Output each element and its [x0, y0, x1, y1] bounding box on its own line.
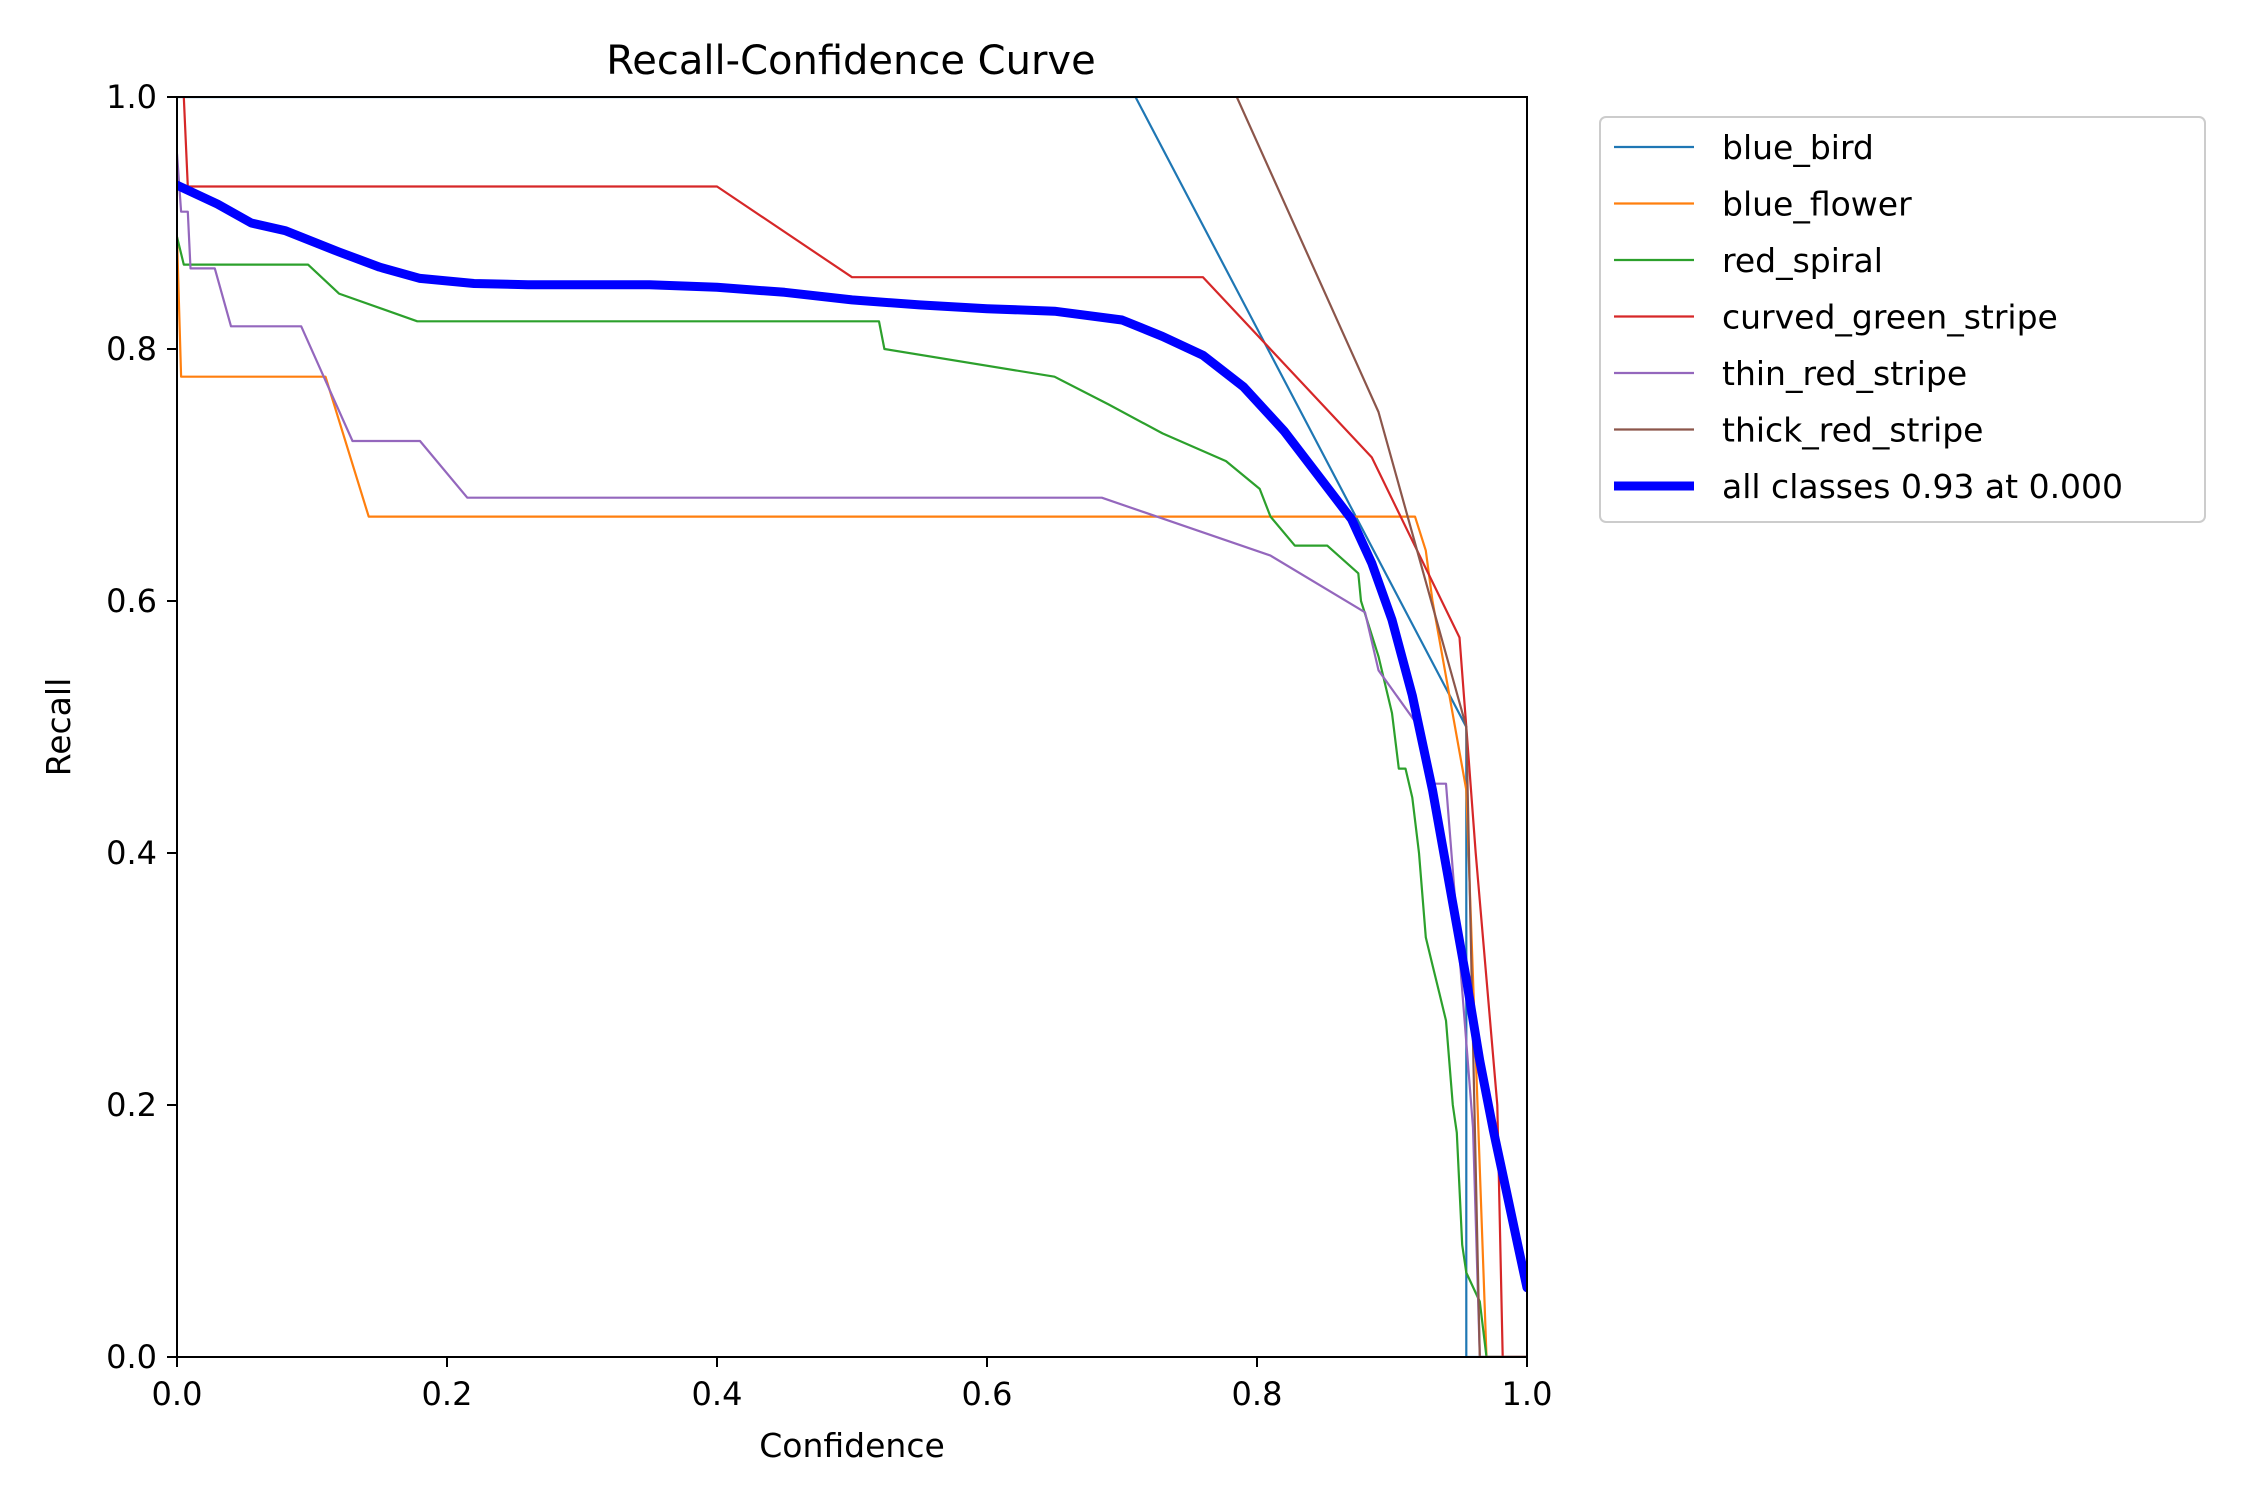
series-line-thin-red-stripe: [177, 152, 1527, 1357]
x-axis-label: Confidence: [759, 1426, 945, 1465]
y-tick-label: 0.8: [106, 330, 157, 368]
series-line-red-spiral: [177, 235, 1527, 1357]
legend-label: red_spiral: [1722, 241, 1883, 280]
x-tick-label: 0.2: [422, 1375, 473, 1413]
legend-label: blue_bird: [1722, 128, 1874, 167]
y-tick-label: 0.0: [106, 1338, 157, 1376]
x-tick-label: 0.8: [1232, 1375, 1283, 1413]
y-tick-label: 1.0: [106, 78, 157, 116]
series-line-blue-bird: [177, 97, 1527, 1357]
x-tick-label: 1.0: [1502, 1375, 1553, 1413]
y-tick-label: 0.6: [106, 582, 157, 620]
y-tick-label: 0.2: [106, 1086, 157, 1124]
legend-label: curved_green_stripe: [1722, 298, 2058, 337]
y-tick-label: 0.4: [106, 834, 157, 872]
legend: blue_bird blue_flower red_spiral curved_gre…: [1599, 116, 2206, 523]
y-axis-ticks: 0.0 0.2 0.4 0.6 0.8 1.0: [106, 78, 177, 1376]
legend-label: all classes 0.93 at 0.000: [1722, 467, 2123, 506]
legend-label: thin_red_stripe: [1722, 354, 1967, 393]
x-axis-ticks: 0.0 0.2 0.4 0.6 0.8 1.0: [152, 1357, 1553, 1413]
x-tick-label: 0.4: [692, 1375, 743, 1413]
x-tick-label: 0.6: [962, 1375, 1013, 1413]
legend-label: blue_flower: [1722, 185, 1912, 224]
chart-title: Recall-Confidence Curve: [606, 38, 1095, 84]
series-line-thick-red-stripe: [1235, 97, 1527, 1357]
y-axis-label: Recall: [39, 678, 78, 776]
x-tick-label: 0.0: [152, 1375, 203, 1413]
series-line-curved-green-stripe: [182, 97, 1527, 1357]
series-line-blue-flower: [177, 235, 1527, 1357]
series-group: [177, 97, 1527, 1357]
legend-box: [1599, 116, 2206, 523]
plot-area: [176, 96, 1528, 1358]
series-line-all-classes-0-93-at-0-000: [177, 180, 1527, 1293]
legend-label: thick_red_stripe: [1722, 411, 1984, 450]
plot-frame: [176, 96, 1528, 1358]
